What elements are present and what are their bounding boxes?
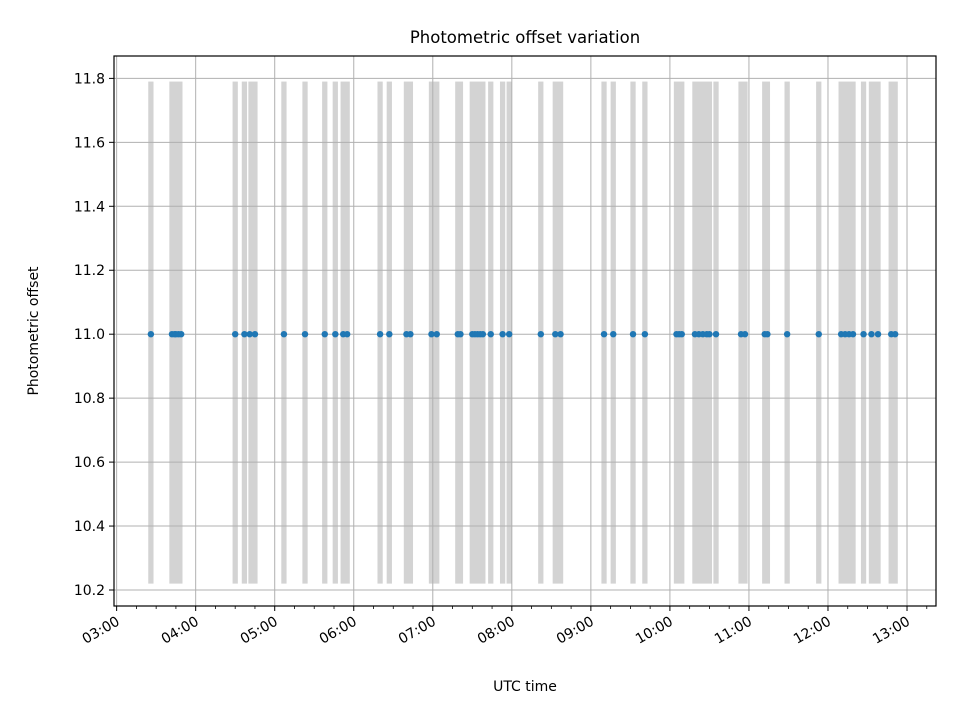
data-point bbox=[641, 330, 649, 338]
data-point bbox=[147, 330, 155, 338]
y-tick-label: 10.8 bbox=[74, 391, 105, 407]
data-point bbox=[600, 330, 608, 338]
data-point bbox=[849, 330, 857, 338]
data-point bbox=[706, 330, 713, 338]
y-tick-label: 11.2 bbox=[74, 263, 105, 279]
y-tick-label: 11.8 bbox=[74, 71, 105, 87]
data-point bbox=[231, 330, 239, 338]
y-axis-label: Photometric offset bbox=[26, 266, 42, 396]
data-point bbox=[407, 330, 414, 338]
data-point bbox=[712, 330, 720, 338]
data-point bbox=[280, 330, 288, 338]
y-tick-label: 11.4 bbox=[74, 199, 105, 215]
data-point bbox=[860, 330, 867, 338]
data-point bbox=[505, 330, 513, 338]
data-point bbox=[428, 330, 435, 338]
data-point bbox=[764, 330, 771, 338]
y-tick-label: 10.4 bbox=[74, 519, 105, 535]
data-point bbox=[386, 330, 393, 338]
plot-frame bbox=[113, 55, 937, 607]
data-point bbox=[301, 330, 309, 338]
chart-title: Photometric offset variation bbox=[410, 28, 640, 47]
data-point bbox=[177, 330, 185, 338]
data-point bbox=[343, 330, 351, 338]
x-axis-label: UTC time bbox=[493, 679, 557, 695]
data-point bbox=[246, 330, 253, 338]
y-tick-label: 10.6 bbox=[74, 455, 105, 471]
data-point bbox=[815, 330, 822, 338]
data-point bbox=[557, 330, 564, 338]
grid-layer bbox=[114, 56, 936, 606]
data-point bbox=[741, 330, 749, 338]
data-point bbox=[891, 330, 899, 338]
data-point bbox=[321, 330, 328, 338]
data-point bbox=[241, 330, 248, 338]
data-point bbox=[487, 330, 494, 338]
data-point bbox=[499, 330, 506, 338]
data-point bbox=[610, 330, 617, 338]
y-tick-label: 10.2 bbox=[74, 583, 105, 599]
data-point bbox=[332, 330, 339, 338]
exposure-band bbox=[868, 81, 881, 584]
points-layer bbox=[147, 330, 899, 338]
data-point bbox=[479, 330, 487, 338]
y-tick-label: 11.0 bbox=[74, 327, 105, 343]
y-axis: 10.2 10.4 10.6 10.8 11.0 11.2 11.4 11.6 11.8 bbox=[74, 71, 114, 599]
data-point bbox=[537, 330, 545, 338]
data-point bbox=[629, 330, 637, 338]
data-point bbox=[868, 330, 875, 338]
data-point bbox=[678, 330, 685, 338]
data-point bbox=[251, 330, 259, 338]
data-point bbox=[783, 330, 791, 338]
data-point bbox=[457, 330, 464, 338]
data-point bbox=[552, 330, 559, 338]
y-tick-label: 11.6 bbox=[74, 135, 105, 151]
data-point bbox=[874, 330, 882, 338]
data-point bbox=[433, 330, 440, 338]
data-point bbox=[376, 330, 384, 338]
